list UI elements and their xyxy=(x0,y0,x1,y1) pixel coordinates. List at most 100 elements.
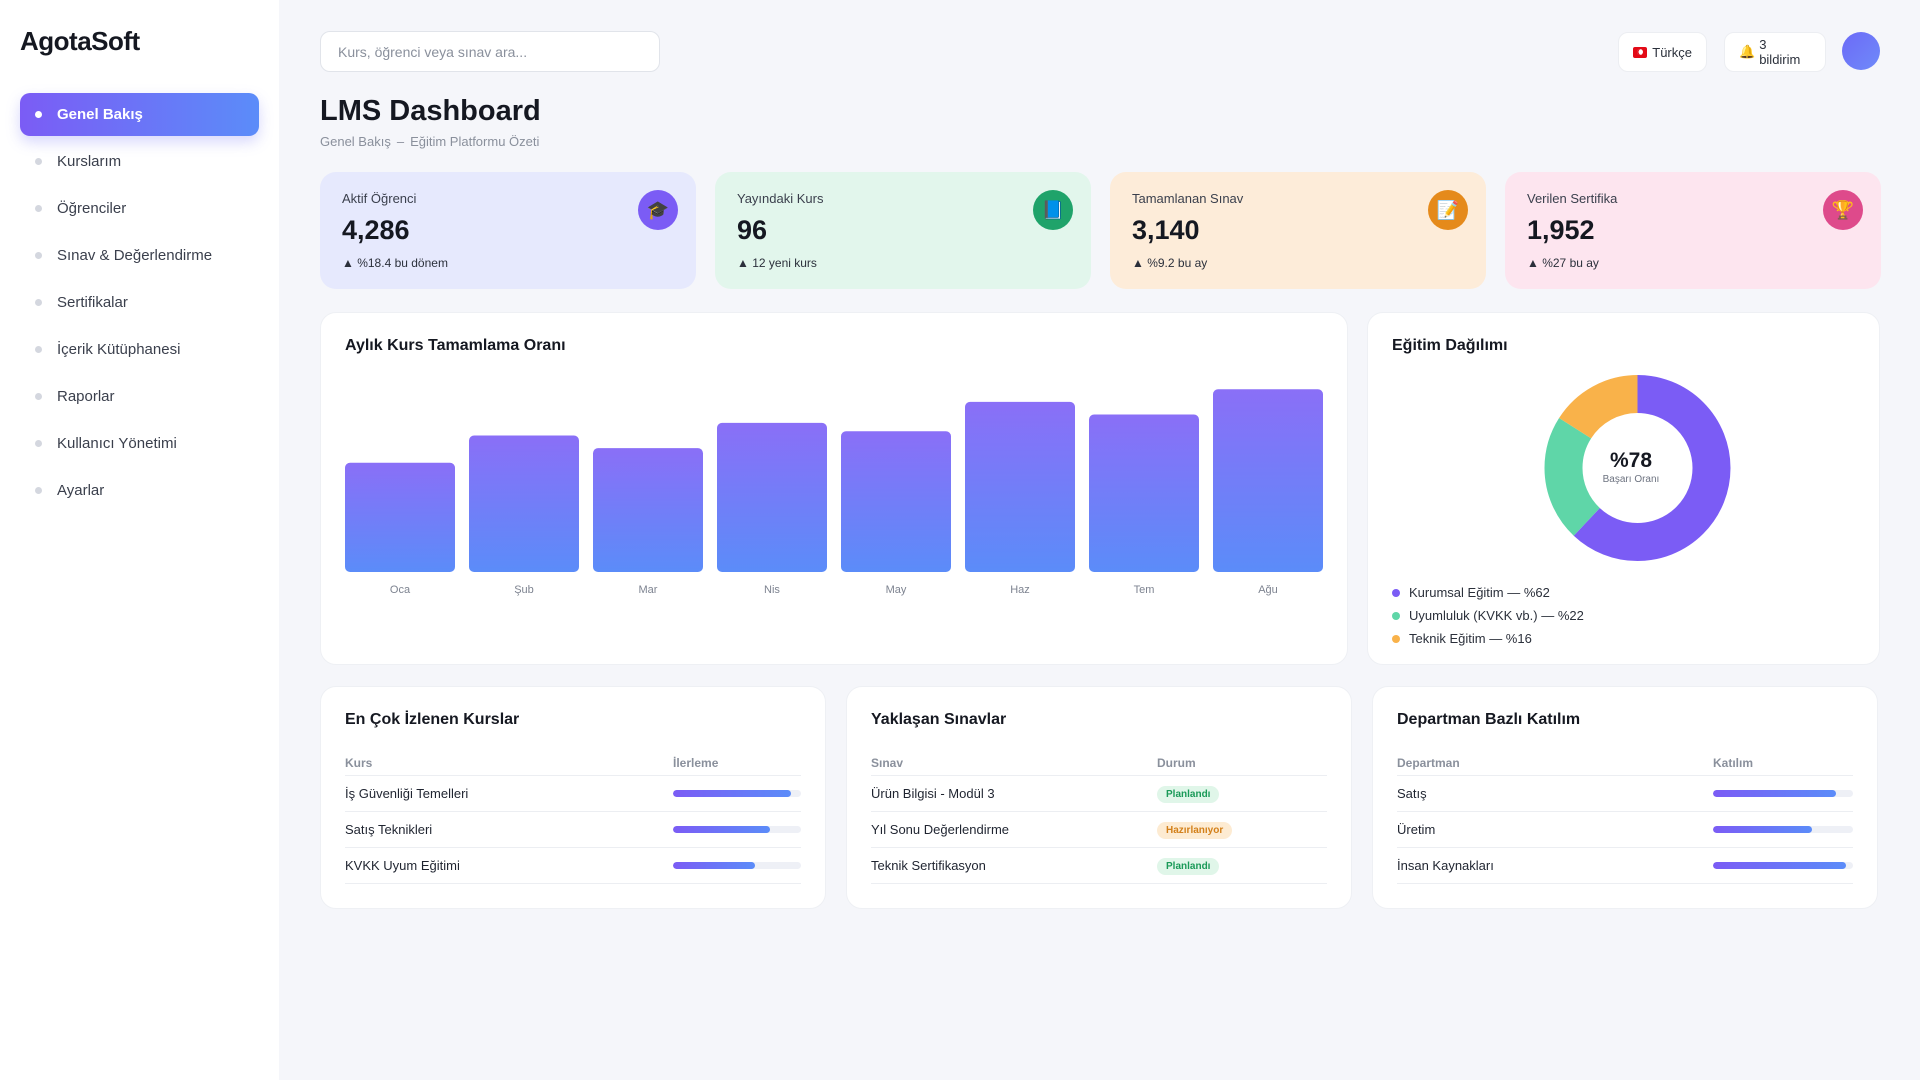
legend-item: Uyumluluk (KVKK vb.) — %22 xyxy=(1392,604,1584,627)
department-participation-table: Departman Katılım Satış Üretim İnsan Kaynakl… xyxy=(1397,751,1853,884)
donut-slice-2[interactable] xyxy=(1544,375,1731,561)
table-header: Departman Katılım xyxy=(1397,751,1853,776)
notifications-button[interactable]: 🔔 3 bildirim xyxy=(1724,32,1826,72)
sidebar-item-overview[interactable]: Genel Bakış xyxy=(20,93,259,136)
chart-legend: Kurumsal Eğitim — %62 Uyumluluk (KVKK vb.… xyxy=(1392,581,1584,650)
bar-4[interactable] xyxy=(841,431,951,572)
status-cell: Planlandı xyxy=(1157,785,1220,803)
bar-6[interactable] xyxy=(1089,414,1199,573)
stat-label: Aktif Öğrenci xyxy=(342,191,417,206)
progress-fill xyxy=(673,826,771,833)
sidebar-item-certificates[interactable]: Sertifikalar xyxy=(20,281,259,324)
donut-slice-1[interactable] xyxy=(1544,375,1731,561)
sidebar-item-reports[interactable]: Raporlar xyxy=(20,375,259,418)
table-row[interactable]: Üretim xyxy=(1397,812,1853,848)
sidebar-item-content-library[interactable]: İçerik Kütüphanesi xyxy=(20,328,259,371)
stat-value: 4,286 xyxy=(342,215,410,245)
sidebar-item-label: Kurslarım xyxy=(57,153,122,170)
upcoming-exams-table: Sınav Durum Ürün Bilgisi - Modül 3 Planland… xyxy=(871,751,1327,884)
table-row[interactable]: Satış Teknikleri xyxy=(345,812,801,848)
stat-label: Yayındaki Kurs xyxy=(737,191,824,206)
column-header: Katılım xyxy=(1713,756,1754,770)
stat-delta: ▲ %27 bu ay xyxy=(1527,256,1599,270)
sidebar-item-user-management[interactable]: Kullanıcı Yönetimi xyxy=(20,422,259,465)
row-name: KVKK Uyum Eğitimi xyxy=(345,858,460,873)
language-selector[interactable]: Türkçe xyxy=(1618,32,1707,72)
bell-icon: 🔔 xyxy=(1739,44,1756,59)
row-name: Satış Teknikleri xyxy=(345,822,433,837)
language-label: Türkçe xyxy=(1652,44,1692,60)
row-name: İnsan Kaynakları xyxy=(1397,858,1494,873)
legend-dot-icon xyxy=(1392,611,1400,620)
bullet-icon xyxy=(35,205,42,212)
table-row[interactable]: Yıl Sonu Değerlendirme Hazırlanıyor xyxy=(871,812,1327,848)
sidebar-item-label: Raporlar xyxy=(57,388,115,405)
top-courses-table: Kurs İlerleme İş Güvenliği Temelleri Satış … xyxy=(345,751,801,884)
stat-card-active-students: Aktif Öğrenci 4,286 ▲ %18.4 bu dönem 🎓 xyxy=(320,172,696,289)
chart-title: Eğitim Dağılımı xyxy=(1392,337,1508,354)
table-title: En Çok İzlenen Kurslar xyxy=(345,711,520,728)
page-title: LMS Dashboard xyxy=(320,95,541,127)
status-badge: Planlandı xyxy=(1157,785,1220,803)
row-name: Yıl Sonu Değerlendirme xyxy=(871,822,1010,837)
status-cell: Hazırlanıyor xyxy=(1157,821,1233,839)
stat-delta: ▲ %9.2 bu ay xyxy=(1132,256,1208,270)
bullet-icon xyxy=(35,111,42,118)
column-header: Kurs xyxy=(345,756,373,770)
breadcrumb-item-home[interactable]: Genel Bakış xyxy=(320,134,391,149)
progress-bar xyxy=(673,826,801,833)
bar-3[interactable] xyxy=(717,422,827,572)
donut-chart xyxy=(1544,375,1731,561)
sidebar-item-label: Ayarlar xyxy=(57,482,105,499)
stat-delta: ▲ %18.4 bu dönem xyxy=(342,256,448,270)
sidebar-item-label: Öğrenciler xyxy=(57,200,127,217)
table-row[interactable]: KVKK Uyum Eğitimi xyxy=(345,848,801,884)
table-row[interactable]: İş Güvenliği Temelleri xyxy=(345,776,801,812)
graduation-cap-icon: 🎓 xyxy=(638,190,678,230)
table-row[interactable]: Teknik Sertifikasyon Planlandı xyxy=(871,848,1327,884)
status-badge: Hazırlanıyor xyxy=(1157,821,1233,839)
progress-fill xyxy=(673,790,791,797)
x-tick-label: May xyxy=(886,584,907,596)
table-row[interactable]: İnsan Kaynakları xyxy=(1397,848,1853,884)
table-row[interactable]: Ürün Bilgisi - Modül 3 Planlandı xyxy=(871,776,1327,812)
progress-bar xyxy=(673,862,801,869)
table-row[interactable]: Satış xyxy=(1397,776,1853,812)
breadcrumb-item-current: Eğitim Platformu Özeti xyxy=(410,134,540,149)
legend-dot-icon xyxy=(1392,634,1400,643)
bar-5[interactable] xyxy=(965,401,1075,572)
table-title: Yaklaşan Sınavlar xyxy=(871,711,1007,728)
sidebar-item-settings[interactable]: Ayarlar xyxy=(20,469,259,512)
legend-item: Teknik Eğitim — %16 xyxy=(1392,627,1584,650)
bullet-icon xyxy=(35,487,42,494)
row-name: Satış xyxy=(1397,786,1427,801)
bar-0[interactable] xyxy=(345,462,455,572)
x-tick-label: Şub xyxy=(514,584,534,596)
turkey-flag-icon xyxy=(1633,46,1648,58)
sidebar-item-label: Genel Bakış xyxy=(57,106,143,123)
bar-1[interactable] xyxy=(469,435,579,573)
x-tick-label: Oca xyxy=(390,584,411,596)
row-name: Ürün Bilgisi - Modül 3 xyxy=(871,786,995,801)
bullet-icon xyxy=(35,346,42,353)
progress-fill xyxy=(1713,826,1813,833)
stat-delta: ▲ 12 yeni kurs xyxy=(737,256,817,270)
completion-chart-panel: Aylık Kurs Tamamlama Oranı Oca Şub Mar Nis M… xyxy=(320,312,1348,665)
sidebar-item-exams[interactable]: Sınav & Değerlendirme xyxy=(20,234,259,277)
chart-title: Aylık Kurs Tamamlama Oranı xyxy=(345,337,566,354)
user-avatar[interactable] xyxy=(1842,32,1880,70)
trophy-icon: 🏆 xyxy=(1823,190,1863,230)
stat-card-certificates: Verilen Sertifika 1,952 ▲ %27 bu ay 🏆 xyxy=(1505,172,1881,289)
top-courses-panel: En Çok İzlenen Kurslar Kurs İlerleme İş Gü… xyxy=(320,686,826,909)
bullet-icon xyxy=(35,252,42,259)
bar-7[interactable] xyxy=(1213,389,1323,572)
bar-2[interactable] xyxy=(593,448,703,572)
column-header: Departman xyxy=(1397,756,1460,770)
x-tick-label: Tem xyxy=(1134,584,1155,596)
column-header: Durum xyxy=(1157,756,1196,770)
sidebar-item-students[interactable]: Öğrenciler xyxy=(20,187,259,230)
notifications-label: 3 bildirim xyxy=(1759,37,1801,67)
search-input[interactable] xyxy=(320,31,660,72)
sidebar-item-my-courses[interactable]: Kurslarım xyxy=(20,140,259,183)
stat-card-completed-exams: Tamamlanan Sınav 3,140 ▲ %9.2 bu ay 📝 xyxy=(1110,172,1486,289)
